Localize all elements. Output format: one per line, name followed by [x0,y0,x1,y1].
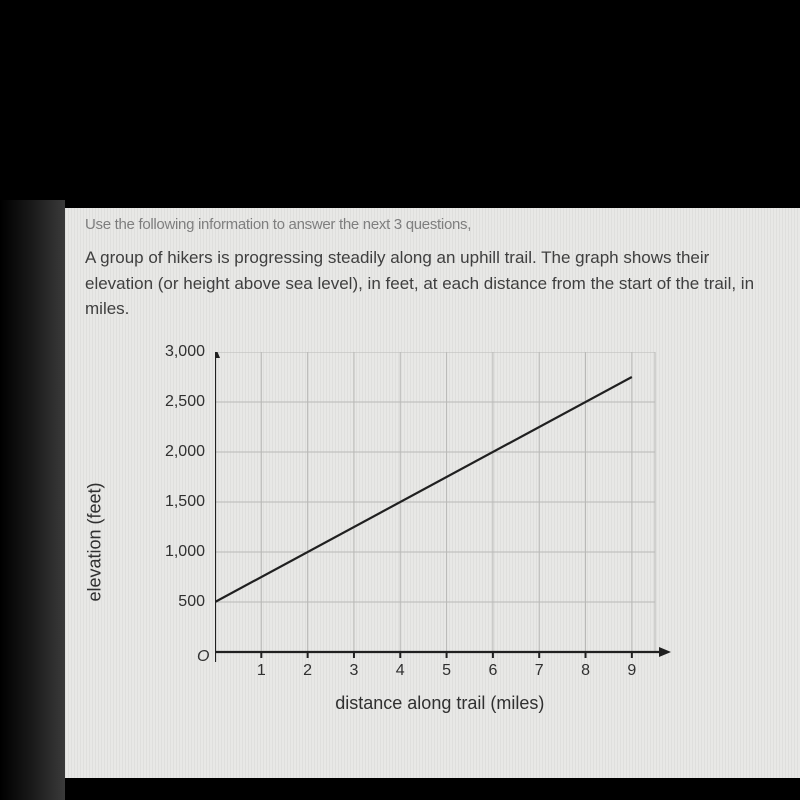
y-axis-arrow [215,352,220,358]
x-tick-label: 7 [535,662,544,680]
origin-label: O [197,648,209,666]
x-axis-label: distance along trail (miles) [335,693,544,714]
x-tick-label: 6 [488,662,497,680]
chart-svg [215,352,675,692]
cutoff-instruction-text: Use the following information to answer … [85,216,780,233]
y-tick-label: 2,500 [165,393,205,411]
x-tick-label: 2 [303,662,312,680]
x-tick-label: 9 [627,662,636,680]
x-axis-arrow [659,647,671,657]
data-line [215,377,632,602]
y-tick-label: 1,000 [165,543,205,561]
x-tick-label: 4 [396,662,405,680]
y-tick-label: 500 [178,593,205,611]
grid-horizontal [215,352,655,602]
x-tick-label: 3 [349,662,358,680]
y-tick-label: 1,500 [165,493,205,511]
y-tick-label: 3,000 [165,343,205,361]
problem-content-area: Use the following information to answer … [65,208,800,778]
problem-paragraph: A group of hikers is progressing steadil… [85,245,780,322]
x-tick-label: 8 [581,662,590,680]
elevation-graph: elevation (feet) distance along trail (m… [115,342,675,742]
y-tick-label: 2,000 [165,443,205,461]
x-tick-label: 5 [442,662,451,680]
x-tick-label: 1 [257,662,266,680]
photo-dark-edge [0,200,65,800]
y-axis-label: elevation (feet) [85,482,106,601]
